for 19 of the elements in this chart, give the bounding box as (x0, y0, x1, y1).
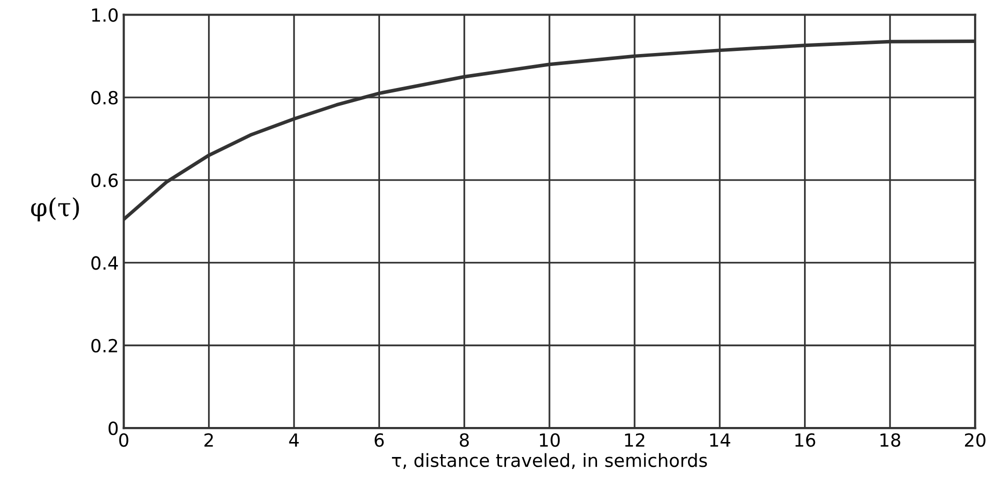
x-axis-title: τ, distance traveled, in semichords (392, 453, 707, 469)
x-tick-label: 4 (289, 433, 299, 447)
x-tick-label: 10 (540, 433, 560, 447)
x-tick-label: 2 (204, 433, 213, 447)
y-tick-label: 0.6 (91, 174, 118, 188)
x-tick-label: 6 (374, 433, 384, 447)
y-axis-title: φ(τ) (31, 197, 79, 222)
x-tick-label: 20 (964, 433, 986, 447)
y-tick-label: 0.2 (91, 338, 118, 352)
x-tick-label: 18 (880, 433, 900, 447)
x-tick-label: 8 (460, 433, 469, 447)
x-tick-label: 16 (795, 433, 816, 447)
x-tick-label: 0 (119, 433, 128, 447)
y-tick-label: 0 (108, 422, 118, 436)
x-tick-label: 12 (625, 433, 644, 447)
x-tick-label: 14 (710, 433, 730, 447)
y-tick-label: 0.4 (91, 256, 118, 270)
y-tick-label: 0.8 (91, 90, 118, 105)
y-tick-label: 1.0 (92, 8, 118, 22)
